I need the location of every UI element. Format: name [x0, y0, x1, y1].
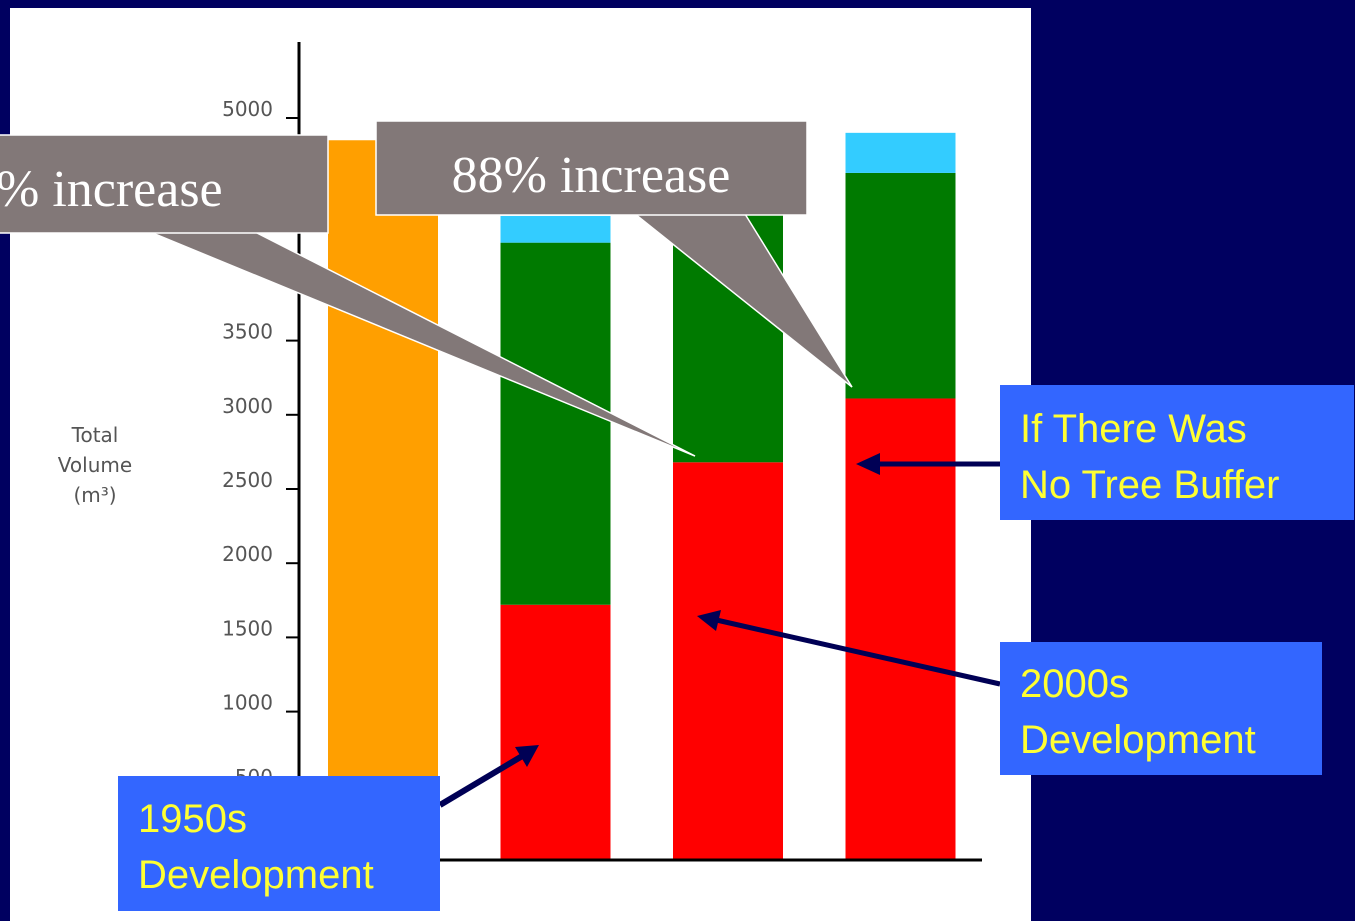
bar-baseline-1	[328, 140, 438, 860]
label-no-tree-buffer-line-2: No Tree Buffer	[1020, 463, 1279, 507]
bar-developed-4	[845, 398, 956, 860]
y-tick-label-5000: 5000	[222, 97, 273, 121]
y-tick-label-2500: 2500	[222, 468, 273, 492]
label-1950s-line-1: 1950s	[138, 797, 247, 841]
arrow-2000s	[697, 610, 1001, 687]
label-no-tree-buffer-box	[1000, 385, 1354, 520]
y-tick-label-3000: 3000	[222, 394, 273, 418]
bar-top_band-2	[500, 215, 611, 243]
bar-top_band-4	[845, 132, 956, 173]
label-2000s-line-2: Development	[1020, 718, 1256, 762]
y-axis-label-line-1: Total	[71, 423, 119, 447]
arrow-1950s	[438, 745, 539, 808]
arrow-2000s-head	[697, 610, 721, 631]
bar-developed-3	[673, 462, 783, 860]
y-axis-label-line-3: (m³)	[73, 483, 116, 507]
label-2000s-box	[1000, 642, 1322, 775]
callout-right-box	[375, 120, 808, 216]
label-2000s-development: 2000s Development	[1000, 642, 1322, 775]
callout-right-text: 88% increase	[452, 147, 731, 204]
arrow-no-buffer	[856, 453, 1000, 475]
bar-tree_buffer-4	[845, 172, 956, 399]
bar-developed-2	[500, 604, 611, 860]
callout-left: 9% increase	[0, 134, 696, 457]
y-axis-label-line-2: Volume	[58, 453, 132, 477]
callout-left-box	[0, 134, 329, 234]
arrow-1950s-head	[515, 745, 539, 767]
arrow-no-buffer-head	[856, 453, 880, 475]
y-tick-label-3500: 3500	[222, 320, 273, 344]
arrow-1950s-shaft	[438, 752, 526, 808]
callout-left-text: 9% increase	[0, 161, 223, 218]
callout-right: 88% increase	[375, 120, 853, 388]
label-1950s-box	[118, 776, 440, 911]
label-2000s-line-1: 2000s	[1020, 662, 1129, 706]
label-1950s-development: 1950s Development	[118, 776, 440, 911]
y-tick-label-1500: 1500	[222, 616, 273, 640]
arrow-2000s-shaft	[711, 616, 1001, 687]
y-tick-label-2000: 2000	[222, 542, 273, 566]
label-no-tree-buffer: If There Was No Tree Buffer	[1000, 385, 1354, 520]
label-1950s-line-2: Development	[138, 853, 374, 897]
label-no-tree-buffer-line-1: If There Was	[1020, 407, 1247, 451]
y-tick-label-1000: 1000	[222, 691, 273, 715]
bar-tree_buffer-2	[500, 242, 611, 605]
